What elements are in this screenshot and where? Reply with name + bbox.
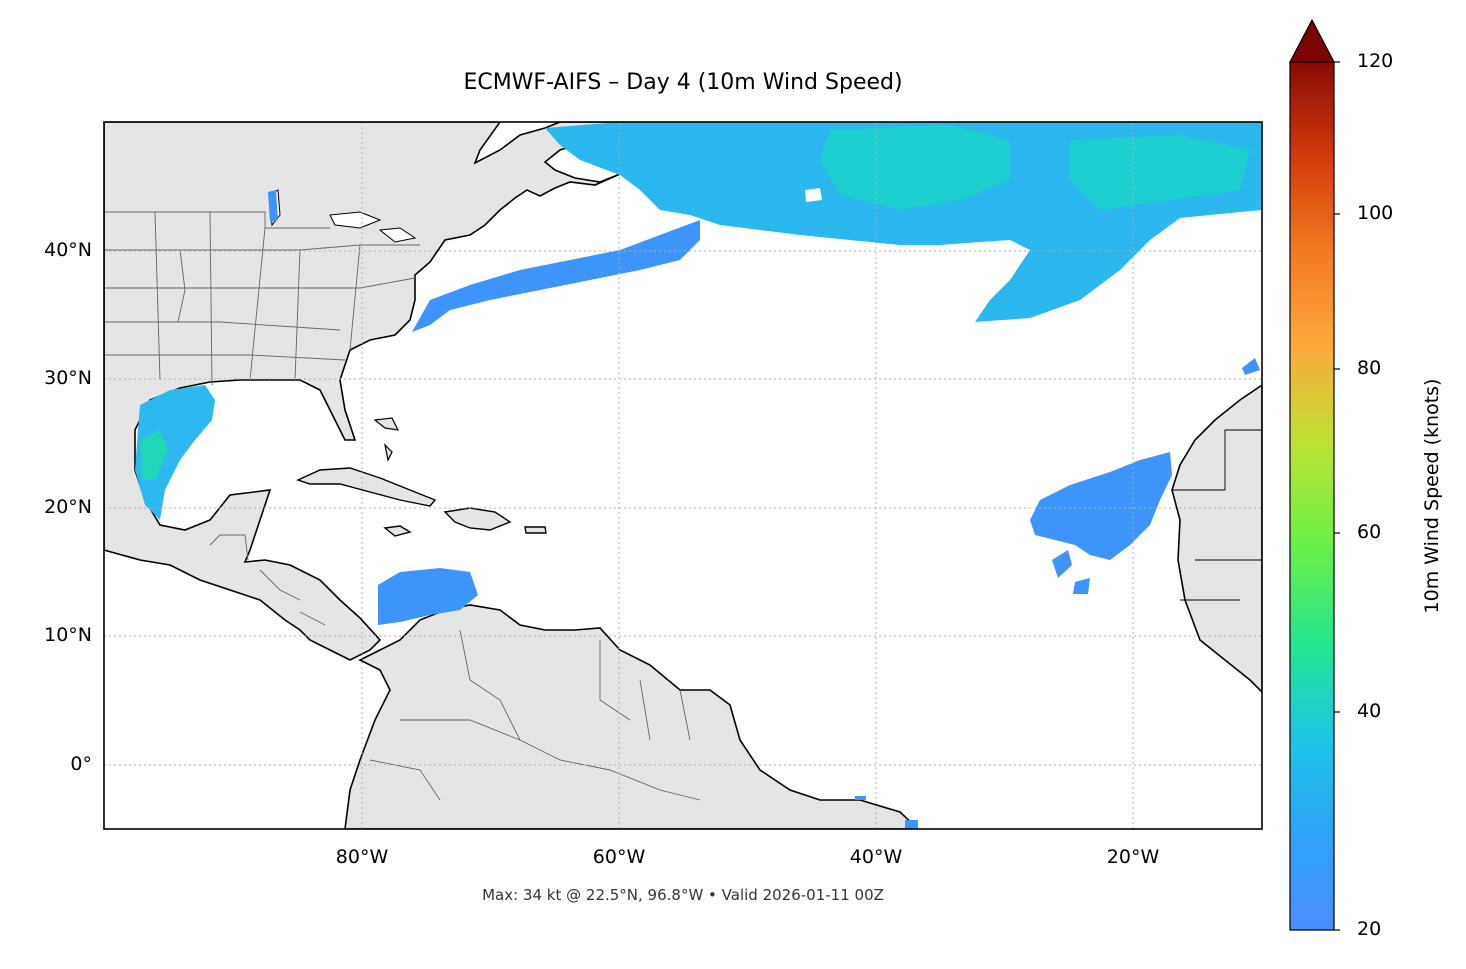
wind-patch-canaries [1030, 452, 1172, 560]
colorbar-label-120: 120 [1357, 50, 1394, 72]
wind-patch-brazil-coast [855, 796, 918, 829]
wind-patch-calm-hole [805, 188, 822, 202]
lat-label-30n: 30°N [44, 367, 92, 389]
lon-label-20w: 20°W [1106, 846, 1160, 868]
island-jamaica [383, 525, 412, 537]
colorbar-label-60: 60 [1357, 521, 1382, 543]
colorbar-extend-arrow [1289, 18, 1335, 63]
lon-label-80w: 80°W [335, 846, 389, 868]
land-africa [1171, 384, 1262, 694]
lon-label-40w: 40°W [849, 846, 903, 868]
gridlines [104, 122, 1262, 829]
wind-patch-azores [1242, 358, 1260, 375]
wind-patch-great-lakes [268, 190, 278, 222]
colorbar-label-20: 20 [1357, 918, 1382, 940]
country-borders-central-america [209, 534, 326, 626]
state-borders [104, 211, 420, 386]
wind-patch-north-atlantic-core [820, 125, 1250, 210]
wind-patch-gulf-core [140, 430, 168, 480]
lat-label-20n: 20°N [44, 496, 92, 518]
wind-patch-north-atlantic-west [412, 220, 700, 332]
country-borders-africa [1172, 429, 1262, 601]
map-panel [104, 122, 1262, 829]
land-south-america [344, 604, 920, 829]
map-title: ECMWF-AIFS – Day 4 (10m Wind Speed) [463, 70, 903, 95]
map-footer: Max: 34 kt @ 22.5°N, 96.8°W • Valid 2026… [482, 886, 884, 904]
colorbar-label-40: 40 [1357, 700, 1382, 722]
island-cuba [296, 467, 437, 507]
colorbar [1289, 18, 1340, 931]
wind-patch-caribbean [378, 568, 478, 625]
colorbar-label-80: 80 [1357, 357, 1382, 379]
island-puerto-rico [524, 526, 547, 534]
colorbar-gradient [1289, 61, 1335, 931]
lon-label-60w: 60°W [592, 846, 646, 868]
lat-label-0: 0° [70, 753, 92, 775]
wind-patch-gulf-of-mexico [135, 385, 215, 520]
island-hispaniola [443, 507, 512, 531]
lat-label-10n: 10°N [44, 624, 92, 646]
wind-patch-cape-verde [1052, 550, 1090, 594]
lat-label-40n: 40°N [44, 239, 92, 261]
colorbar-ticks [1334, 61, 1340, 931]
colorbar-label-100: 100 [1357, 202, 1394, 224]
map-frame [103, 121, 1263, 830]
colorbar-axis-label: 10m Wind Speed (knots) [1421, 378, 1443, 614]
island-bahamas [373, 417, 400, 462]
wind-field [135, 122, 1262, 829]
country-borders-south-america [369, 629, 701, 801]
